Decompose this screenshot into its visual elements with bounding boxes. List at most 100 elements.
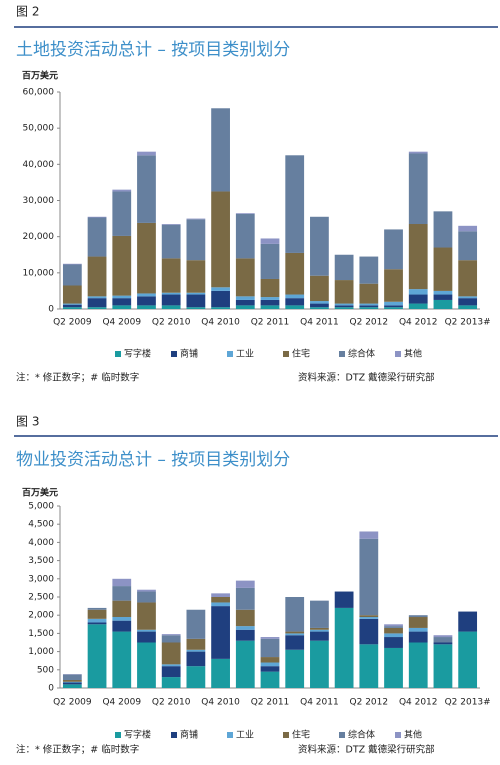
bar-segment	[62, 307, 82, 309]
source: 资料来源：DTZ 戴德梁行研究部	[298, 372, 435, 384]
bar-segment	[161, 292, 181, 295]
y-tick-label: 500	[37, 665, 54, 675]
note: 注：* 修正数字；# 临时数字	[16, 372, 139, 384]
x-tick-label: Q2 2010	[152, 318, 191, 328]
bar-segment	[408, 627, 428, 632]
bar-segment	[87, 216, 107, 218]
bar-segment	[211, 191, 230, 288]
bar-segment	[260, 666, 280, 672]
bar-segment	[161, 677, 181, 688]
legend-label: 写字楼	[124, 729, 151, 741]
bar-segment	[62, 304, 82, 308]
bar-segment	[384, 301, 403, 306]
bar-segment	[112, 298, 132, 306]
unit-label: 百万美元	[22, 487, 58, 499]
y-tick-label: 10,000	[23, 268, 55, 278]
bar-segment	[137, 151, 156, 156]
bar-segment	[112, 189, 132, 192]
bar-segment	[112, 305, 132, 309]
bar-segment	[211, 287, 230, 291]
bar-segment	[285, 597, 305, 632]
legend-label: 写字楼	[124, 348, 151, 360]
bar-segment	[310, 640, 329, 688]
y-tick-label: 3,500	[28, 556, 54, 566]
bar-segment	[310, 301, 329, 304]
bar-segment	[186, 292, 206, 295]
bar-segment	[62, 682, 82, 685]
bar-segment	[359, 283, 379, 304]
bar-segment	[161, 305, 181, 309]
x-tick-label: Q4 2011	[300, 318, 339, 328]
bar-segment	[235, 640, 255, 688]
legend-label: 综合体	[348, 348, 375, 360]
bar-segment	[62, 681, 82, 683]
legend-swatch	[171, 732, 177, 738]
bar-segment	[161, 634, 181, 636]
bar-segment	[260, 638, 280, 658]
bar-segment	[334, 280, 354, 304]
y-tick-label: 4,500	[28, 520, 54, 530]
bar-segment	[186, 307, 206, 309]
bar-segment	[112, 617, 132, 621]
bar-segment	[87, 217, 107, 257]
chart-title: 物业投资活动总计 – 按项目类别划分	[16, 450, 290, 470]
bar-segment	[62, 263, 82, 265]
note: 注：* 修正数字；# 临时数字	[16, 744, 139, 756]
bar-segment	[137, 305, 156, 309]
bar-segment	[285, 635, 305, 650]
bar-segment	[161, 642, 181, 665]
bar-segment	[384, 627, 403, 634]
bar-segment	[433, 644, 453, 688]
y-tick-label: 2,000	[28, 611, 54, 621]
bar-segment	[87, 607, 107, 610]
bar-segment	[285, 252, 305, 295]
bar-segment	[433, 290, 453, 295]
legend-swatch	[227, 732, 233, 738]
x-tick-label: Q4 2010	[201, 318, 240, 328]
bar-segment	[137, 589, 156, 592]
bar-segment	[186, 666, 206, 688]
bar-segment	[211, 602, 230, 607]
x-tick-label: Q4 2010	[201, 698, 240, 708]
legend-swatch	[115, 732, 121, 738]
figure-label: 图 3	[16, 415, 39, 429]
bar-segment	[260, 305, 280, 309]
bar-segment	[384, 269, 403, 302]
bar-segment	[137, 631, 156, 643]
bar-segment	[359, 538, 379, 616]
bar-segment	[235, 305, 255, 309]
bar-segment	[87, 618, 107, 623]
bar-segment	[458, 296, 478, 299]
bar-segment	[285, 298, 305, 306]
y-tick-label: 0	[48, 305, 54, 315]
bar-segment	[112, 191, 132, 236]
legend-label: 其他	[404, 729, 422, 741]
bar-segment	[137, 642, 156, 688]
bar-segment	[260, 662, 280, 667]
bar-segment	[137, 629, 156, 632]
source: 资料来源：DTZ 戴德梁行研究部	[298, 744, 435, 756]
bar-segment	[87, 609, 107, 619]
bar-segment	[235, 213, 255, 259]
bar-segment	[359, 531, 379, 539]
bar-segment	[62, 684, 82, 688]
bar-segment	[384, 647, 403, 688]
bar-segment	[433, 294, 453, 300]
bar-segment	[211, 658, 230, 688]
bar-segment	[161, 258, 181, 293]
legend-swatch	[283, 732, 289, 738]
bar-segment	[186, 651, 206, 667]
bar-segment	[235, 629, 255, 641]
bar-segment	[359, 615, 379, 618]
bar-segment	[334, 307, 354, 309]
bar-segment	[384, 637, 403, 648]
bar-segment	[87, 296, 107, 299]
bar-segment	[458, 305, 478, 309]
bar-segment	[359, 305, 379, 308]
chart-title: 土地投资活动总计 – 按项目类别划分	[16, 40, 290, 60]
bar-segment	[408, 642, 428, 688]
bar-segment	[285, 633, 305, 636]
legend-swatch	[115, 351, 121, 357]
bar-segment	[408, 151, 428, 154]
